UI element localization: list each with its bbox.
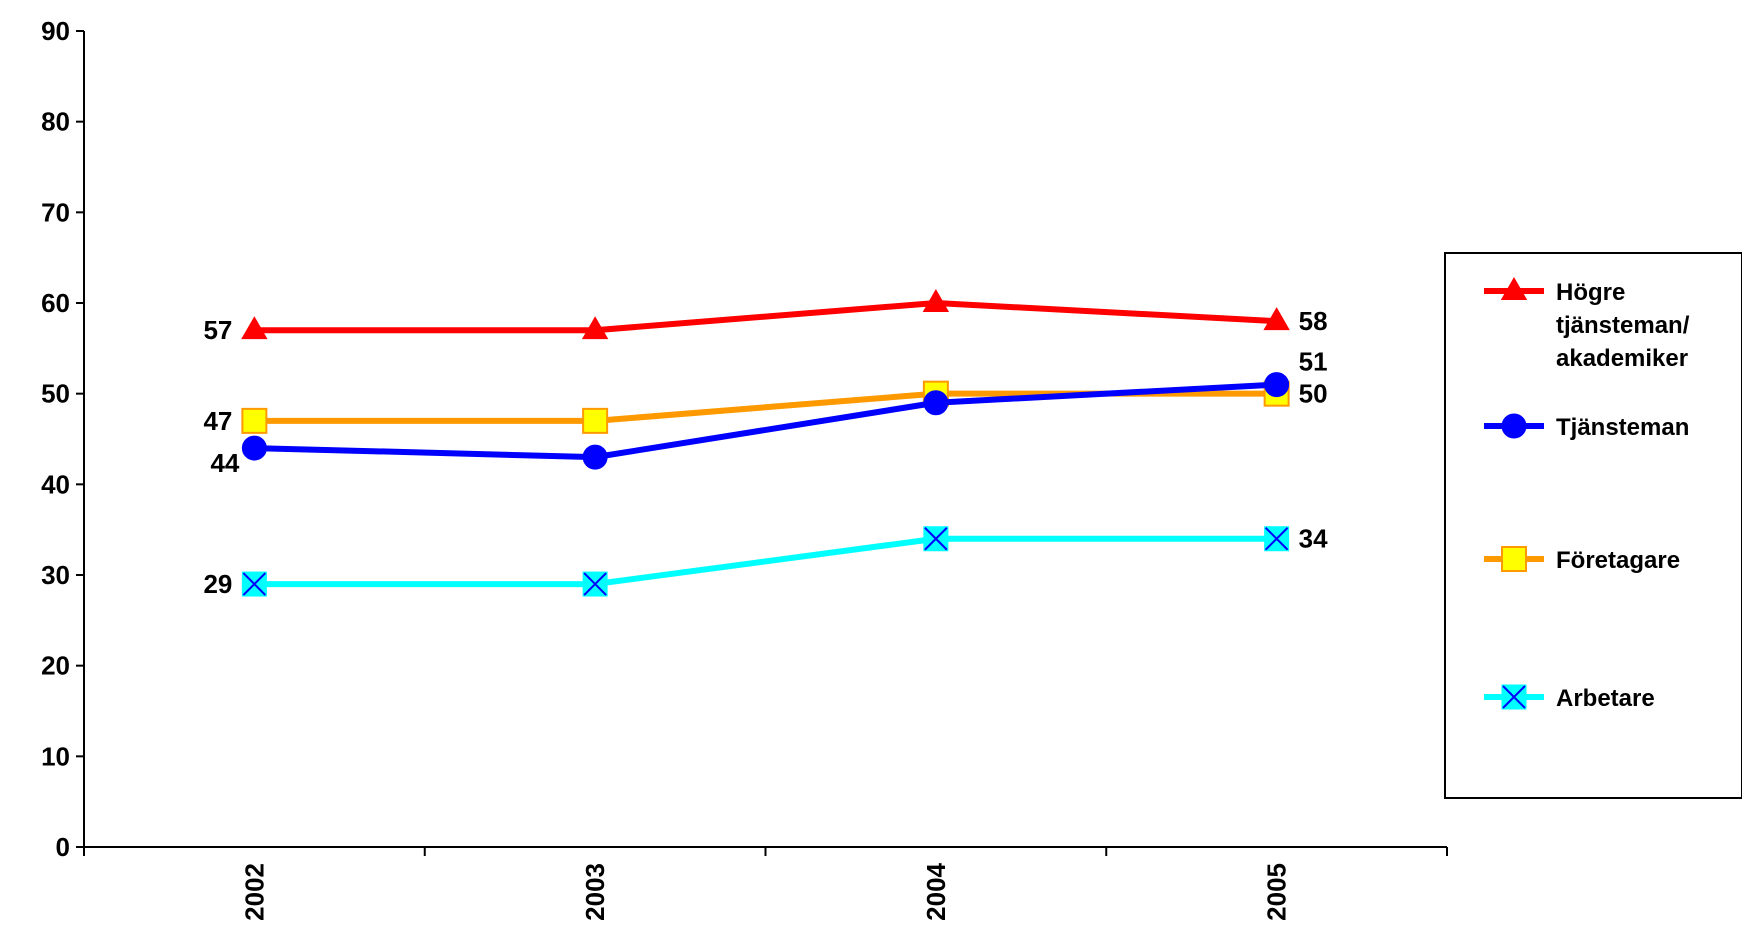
y-tick-label: 90 [41, 16, 70, 46]
chart-series: 57 58 47 50 44 51 29 34 [203, 288, 1328, 599]
series-3: 29 34 [203, 524, 1328, 599]
data-point [922, 288, 950, 312]
x-tick-label: 2003 [580, 863, 610, 921]
data-point [1263, 307, 1290, 331]
data-point-cross [583, 572, 607, 596]
data-label: 57 [203, 315, 232, 345]
data-label: 44 [210, 448, 239, 478]
legend-label: Arbetare [1556, 685, 1655, 712]
legend-entry: Högre tjänsteman/akademiker [1484, 276, 1690, 372]
data-point-cross [1264, 527, 1289, 551]
y-tick-label: 60 [41, 288, 70, 318]
y-tick-label: 80 [41, 107, 70, 137]
legend-marker-cross [1502, 685, 1526, 709]
legend-entry: Tjänsteman [1484, 413, 1689, 441]
x-tick-label: 2004 [921, 862, 951, 920]
series-0: 57 58 [203, 288, 1328, 345]
legend-entry: Arbetare [1484, 684, 1655, 712]
data-label: 47 [203, 406, 232, 436]
legend-label: Tjänsteman [1556, 414, 1689, 441]
data-label: 58 [1299, 306, 1328, 336]
x-tick-label: 2005 [1262, 863, 1292, 921]
data-point [581, 316, 609, 340]
data-label: 50 [1299, 379, 1328, 409]
y-tick-label: 10 [41, 741, 70, 771]
series-line [254, 535, 1277, 588]
series-line [254, 300, 1277, 334]
legend-entry: Företagare [1484, 546, 1680, 574]
chart-axes: 0 10 20 30 40 50 60 70 80 90 2002 2003 2004 2005 [41, 16, 1448, 921]
data-point [582, 444, 608, 470]
y-tick-label: 40 [41, 469, 70, 499]
legend-marker [1501, 413, 1527, 439]
data-point [241, 316, 268, 340]
data-point [241, 407, 268, 434]
data-point [241, 435, 267, 461]
legend-label: Högre [1556, 279, 1625, 306]
series-line [254, 381, 1277, 461]
chart-legend: Högre tjänsteman/akademiker Tjänsteman Före… [1444, 252, 1742, 799]
y-tick-label: 30 [41, 560, 70, 590]
legend-label: tjänsteman/ [1556, 312, 1690, 339]
data-label: 29 [203, 569, 232, 599]
data-point [582, 407, 609, 434]
y-tick-label: 20 [41, 651, 70, 681]
data-point [1264, 372, 1290, 398]
legend-label: Företagare [1556, 547, 1680, 574]
x-tick-label: 2002 [239, 863, 269, 921]
data-label: 51 [1299, 347, 1328, 377]
data-point-cross [924, 527, 948, 551]
data-point-cross [242, 572, 267, 596]
series-line [254, 390, 1277, 424]
legend-marker [1501, 546, 1527, 572]
y-tick-label: 0 [56, 832, 70, 862]
y-tick-label: 70 [41, 197, 70, 227]
legend-label: akademiker [1556, 345, 1688, 372]
legend-box [1444, 252, 1742, 799]
y-tick-label: 50 [41, 379, 70, 409]
data-point [923, 390, 949, 416]
series-1: 44 51 [210, 347, 1327, 478]
legend-marker [1500, 276, 1528, 300]
data-label: 34 [1299, 524, 1328, 554]
